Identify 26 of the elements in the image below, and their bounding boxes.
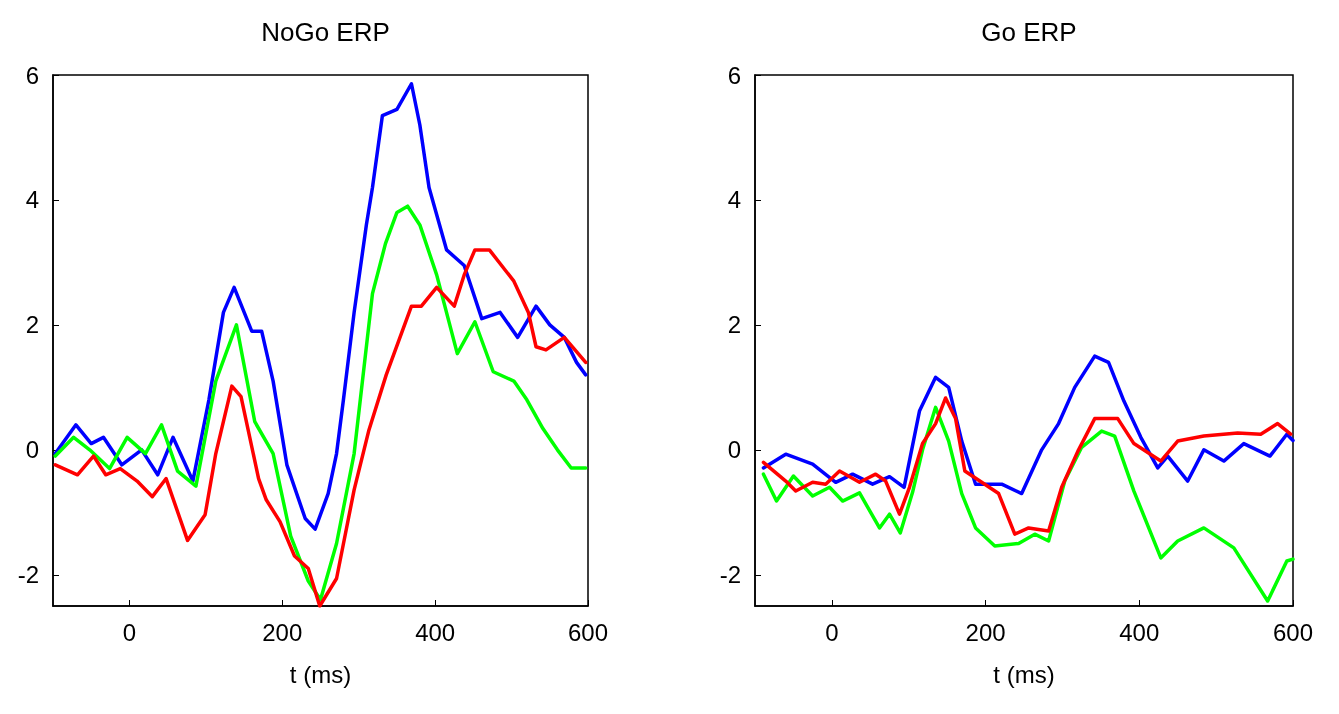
y-tick-label: -2 bbox=[719, 561, 741, 589]
y-tick-label: 2 bbox=[25, 311, 39, 339]
y-tick-label: 6 bbox=[727, 61, 741, 89]
x-tick-label: 600 bbox=[567, 618, 609, 646]
line-series bbox=[53, 82, 588, 531]
x-tick-label: 400 bbox=[1119, 618, 1160, 646]
x-tick-label: 600 bbox=[1272, 618, 1314, 646]
y-tick-label: 0 bbox=[727, 436, 741, 464]
x-tick-label: 200 bbox=[262, 618, 303, 646]
x-axis-title: t (ms) bbox=[289, 660, 352, 688]
line-series bbox=[761, 396, 1293, 536]
x-tick-label: 200 bbox=[965, 618, 1006, 646]
x-axis-title: t (ms) bbox=[993, 660, 1055, 688]
line-series bbox=[761, 354, 1295, 496]
y-tick-label: 0 bbox=[25, 436, 39, 464]
y-tick-label: 4 bbox=[25, 186, 39, 214]
x-tick-label: 400 bbox=[415, 618, 456, 646]
y-tick-label: 2 bbox=[727, 311, 741, 339]
x-tick-label: 0 bbox=[825, 618, 839, 646]
y-tick-label: 4 bbox=[727, 186, 741, 214]
chart-title: NoGo ERP bbox=[261, 17, 390, 47]
line-series bbox=[761, 405, 1295, 603]
x-tick-label: 0 bbox=[122, 618, 137, 646]
y-tick-label: -2 bbox=[17, 561, 39, 589]
chart-title: Go ERP bbox=[981, 17, 1077, 47]
y-tick-label: 6 bbox=[25, 61, 39, 89]
